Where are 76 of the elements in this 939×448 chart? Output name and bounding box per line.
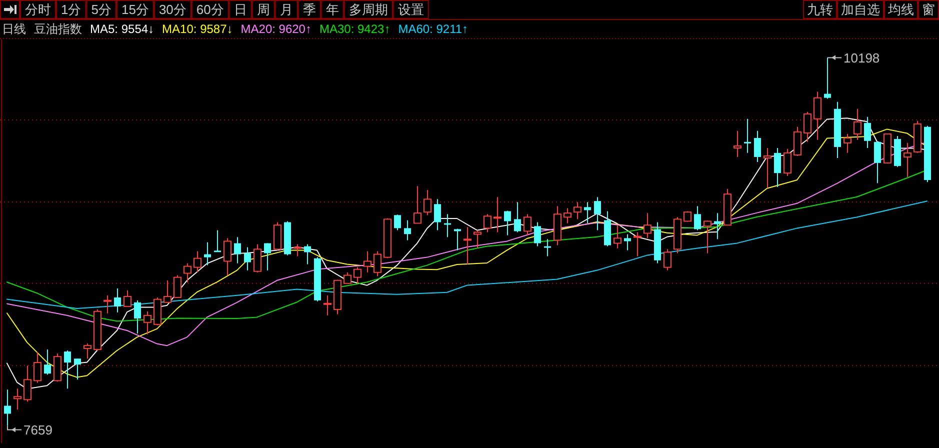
candlestick (264, 242, 271, 271)
candlestick (584, 202, 591, 224)
text: 分时 (25, 2, 51, 17)
candlestick (184, 262, 192, 283)
candlestick (214, 230, 221, 252)
candlestick (404, 220, 411, 241)
text: 15分 (121, 2, 149, 17)
text: 60分 (196, 2, 224, 17)
text: 日 (234, 2, 247, 17)
text: 1分 (61, 2, 82, 17)
candlestick (194, 250, 202, 273)
candlestick (464, 226, 472, 265)
annotation: 7659 (24, 422, 52, 438)
candlestick (764, 148, 772, 189)
text: 周 (256, 2, 270, 17)
candlestick (864, 116, 871, 148)
candlestick (614, 224, 622, 249)
candlestick (854, 108, 862, 140)
candlestick (774, 148, 781, 188)
candlestick (904, 142, 912, 178)
text: 加自选 (841, 2, 880, 17)
chart-subtitle: 豆油指数 (34, 22, 82, 36)
candlestick (714, 212, 721, 240)
candlestick (744, 118, 751, 154)
text: MA60: 9211↑ (398, 22, 468, 36)
candlestick (644, 212, 652, 239)
candlestick (104, 294, 112, 314)
candlestick (694, 206, 701, 231)
text: 季 (302, 2, 316, 17)
text: 年 (326, 2, 339, 17)
candlestick (434, 198, 441, 231)
text: 多周期 (348, 2, 388, 17)
text: MA30: 9423↑ (319, 22, 390, 36)
text: 30分 (158, 2, 186, 17)
candlestick (754, 130, 761, 163)
candlestick (874, 140, 881, 184)
candlestick (574, 202, 582, 220)
text: MA5: 9554↓ (90, 22, 154, 36)
candlestick (244, 246, 251, 271)
candlestick (504, 210, 511, 236)
candlestick (44, 349, 51, 376)
candlestick (234, 236, 241, 264)
candlestick (514, 202, 521, 233)
text: 月 (280, 2, 293, 17)
candlestick (134, 300, 141, 334)
candlestick (634, 232, 642, 257)
candlestick (444, 214, 451, 238)
candlestick (494, 196, 502, 233)
candlestick (114, 288, 121, 313)
candlestick (564, 208, 572, 224)
candlestick (534, 222, 541, 247)
candlestick (74, 358, 81, 380)
candlestick (304, 244, 311, 265)
candlestick (4, 389, 11, 426)
candlestick (554, 206, 562, 246)
candlestick (544, 238, 551, 257)
chart-title: 日线 (2, 22, 26, 36)
text: 设置 (398, 2, 424, 17)
text: 均线 (887, 2, 914, 17)
candlestick (324, 294, 332, 316)
candlestick (204, 242, 211, 266)
text: 九转 (807, 2, 833, 17)
text: 窗 (922, 2, 935, 17)
candlestick (64, 350, 71, 390)
text: MA10: 9587↓ (162, 22, 233, 36)
candlestick (364, 250, 372, 273)
candlestick (734, 130, 742, 158)
candlestick (624, 234, 631, 251)
annotation: 10198 (844, 50, 880, 66)
text: MA20: 9620↑ (240, 22, 312, 36)
candlestick (594, 196, 601, 231)
candlestick (814, 91, 822, 140)
text: 5分 (91, 2, 112, 17)
candlestick (454, 228, 461, 251)
candlestick (394, 214, 401, 231)
candlestick (14, 388, 22, 410)
